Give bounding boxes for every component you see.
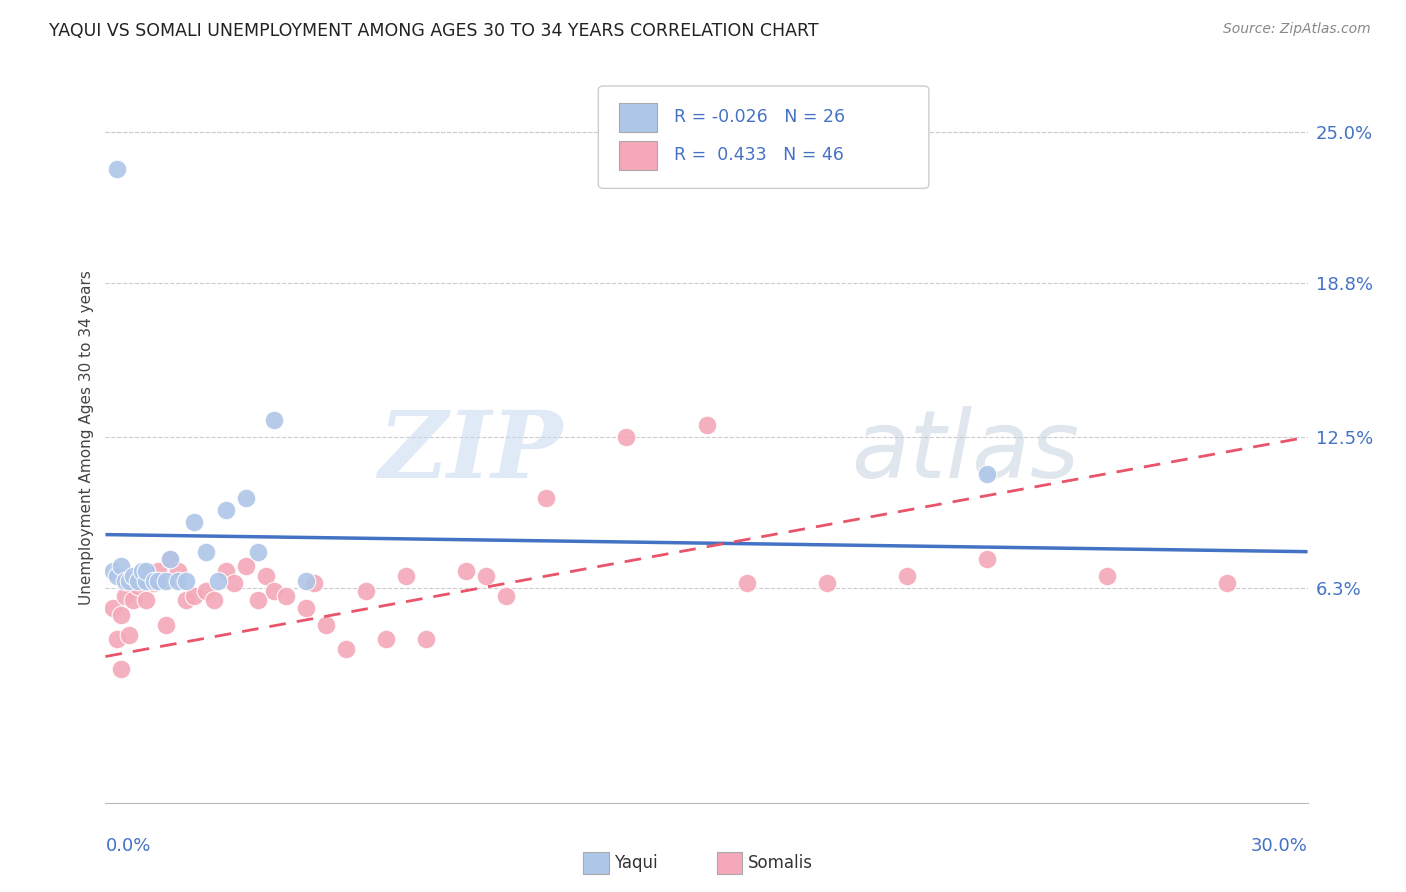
Point	[135, 569, 157, 583]
Point	[454, 564, 477, 578]
Point	[110, 559, 132, 574]
FancyBboxPatch shape	[599, 86, 929, 188]
Text: R = -0.026   N = 26: R = -0.026 N = 26	[673, 109, 845, 127]
Point	[103, 564, 125, 578]
Point	[246, 544, 269, 558]
Text: ZIP: ZIP	[378, 407, 562, 497]
Point	[183, 516, 205, 530]
Text: Yaqui: Yaqui	[614, 855, 658, 872]
Text: 30.0%: 30.0%	[1251, 837, 1308, 855]
Point	[118, 627, 141, 641]
Point	[335, 642, 357, 657]
Point	[235, 491, 257, 505]
Point	[235, 559, 257, 574]
Point	[107, 569, 129, 583]
Point	[896, 569, 918, 583]
Point	[976, 467, 998, 481]
Point	[415, 632, 437, 647]
Point	[263, 413, 285, 427]
Point	[166, 574, 188, 588]
Point	[166, 564, 188, 578]
Point	[495, 589, 517, 603]
Point	[107, 632, 129, 647]
Point	[122, 593, 145, 607]
Point	[122, 569, 145, 583]
Point	[183, 589, 205, 603]
Point	[103, 600, 125, 615]
Point	[616, 430, 638, 444]
Text: 0.0%: 0.0%	[105, 837, 150, 855]
Point	[295, 574, 318, 588]
Point	[696, 417, 718, 432]
Point	[127, 579, 149, 593]
Point	[354, 583, 377, 598]
Point	[274, 589, 297, 603]
Point	[214, 503, 236, 517]
Text: Somalis: Somalis	[748, 855, 813, 872]
Point	[135, 564, 157, 578]
Point	[815, 576, 838, 591]
Point	[263, 583, 285, 598]
Point	[194, 583, 217, 598]
Point	[107, 161, 129, 176]
Point	[214, 564, 236, 578]
Point	[315, 617, 337, 632]
Text: YAQUI VS SOMALI UNEMPLOYMENT AMONG AGES 30 TO 34 YEARS CORRELATION CHART: YAQUI VS SOMALI UNEMPLOYMENT AMONG AGES …	[49, 22, 818, 40]
Point	[142, 574, 165, 588]
Point	[246, 593, 269, 607]
Text: atlas: atlas	[851, 406, 1078, 497]
Point	[194, 544, 217, 558]
Point	[146, 564, 169, 578]
Point	[118, 574, 141, 588]
Point	[254, 569, 277, 583]
Point	[395, 569, 418, 583]
Point	[135, 574, 157, 588]
Point	[302, 576, 325, 591]
Point	[1216, 576, 1239, 591]
Point	[174, 593, 197, 607]
Point	[295, 600, 318, 615]
Y-axis label: Unemployment Among Ages 30 to 34 years: Unemployment Among Ages 30 to 34 years	[79, 269, 94, 605]
Point	[127, 574, 149, 588]
Point	[114, 574, 136, 588]
Point	[735, 576, 758, 591]
Point	[114, 589, 136, 603]
Point	[374, 632, 398, 647]
Point	[146, 574, 169, 588]
Text: Source: ZipAtlas.com: Source: ZipAtlas.com	[1223, 22, 1371, 37]
Bar	[619, 141, 657, 170]
Point	[159, 552, 181, 566]
Point	[475, 569, 498, 583]
Point	[202, 593, 225, 607]
Point	[159, 552, 181, 566]
Point	[110, 608, 132, 623]
Point	[131, 564, 153, 578]
Point	[142, 576, 165, 591]
Point	[976, 552, 998, 566]
Point	[1097, 569, 1119, 583]
Bar	[619, 103, 657, 132]
Point	[155, 574, 177, 588]
Point	[207, 574, 229, 588]
Point	[155, 617, 177, 632]
Point	[174, 574, 197, 588]
Text: R =  0.433   N = 46: R = 0.433 N = 46	[673, 146, 844, 164]
Point	[135, 593, 157, 607]
Point	[534, 491, 557, 505]
Point	[222, 576, 245, 591]
Point	[110, 662, 132, 676]
